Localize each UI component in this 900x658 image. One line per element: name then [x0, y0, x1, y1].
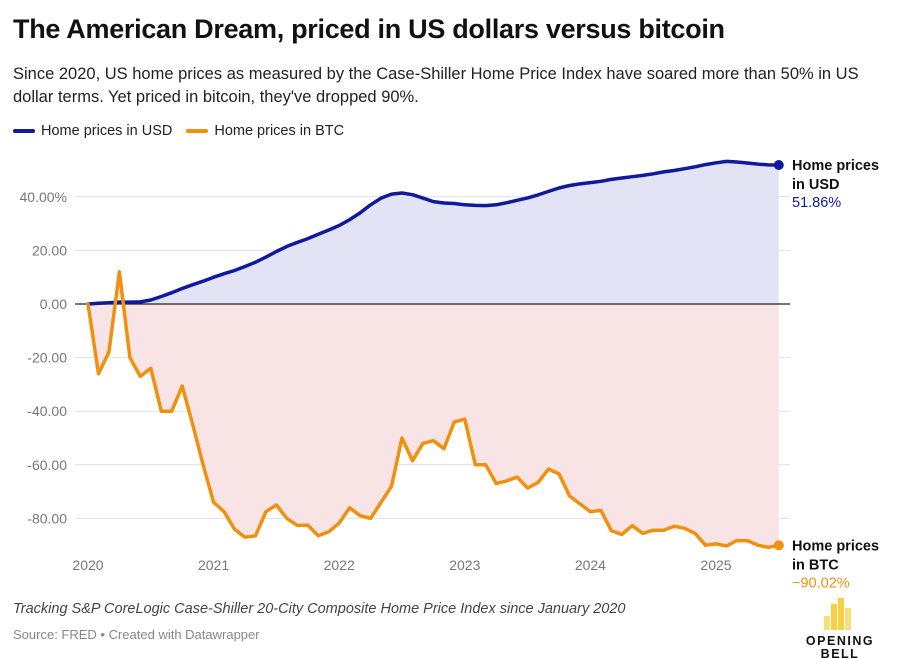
end-point-usd — [773, 160, 784, 171]
legend: Home prices in USD Home prices in BTC — [13, 123, 344, 139]
chart-plot: 40.00%20.000.00-20.00-40.00-60.00-80.00 … — [20, 158, 880, 591]
source-line: Source: FRED • Created with Datawrapper — [13, 627, 260, 642]
x-tick-label: 2024 — [575, 557, 606, 573]
x-tick-label: 2020 — [72, 557, 103, 573]
legend-label-btc: Home prices in BTC — [214, 123, 345, 139]
line-btc — [86, 270, 781, 550]
footnote: Tracking S&P CoreLogic Case-Shiller 20-C… — [13, 601, 626, 617]
x-tick-label: 2022 — [324, 557, 355, 573]
legend-swatch-usd — [13, 129, 35, 133]
end-label: in BTC — [792, 557, 839, 573]
line-usd — [86, 159, 781, 306]
x-tick-label: 2021 — [198, 557, 229, 573]
legend-item-btc: Home prices in BTC — [186, 123, 344, 139]
y-tick-label: 20.00 — [32, 242, 67, 258]
x-tick-label: 2023 — [449, 557, 480, 573]
bell-bars-icon — [824, 598, 851, 630]
legend-label-usd: Home prices in USD — [41, 123, 173, 139]
logo-text: OPENING BELLDAILY — [805, 634, 875, 658]
legend-item-usd: Home prices in USD — [13, 123, 172, 139]
legend-swatch-btc — [186, 129, 209, 133]
y-tick-label: 0.00 — [40, 296, 67, 312]
y-tick-label: -40.00 — [27, 403, 67, 419]
area-btc — [88, 271, 779, 548]
end-label: Home prices — [792, 158, 879, 174]
x-tick-label: 2025 — [700, 557, 731, 573]
y-tick-label: -20.00 — [27, 350, 67, 366]
y-tick-label: -60.00 — [27, 457, 67, 473]
end-value: 51.86% — [792, 195, 841, 211]
end-value: −90.02% — [792, 575, 850, 591]
end-point-btc — [773, 540, 784, 551]
area-usd — [88, 161, 779, 304]
chart-subtitle: Since 2020, US home prices as measured b… — [13, 65, 859, 106]
opening-bell-daily-logo: OPENING BELLDAILY — [790, 596, 890, 658]
chart-title: The American Dream, priced in US dollars… — [13, 14, 725, 44]
y-tick-label: 40.00% — [20, 189, 67, 205]
y-tick-label: -80.00 — [27, 510, 67, 526]
end-label: Home prices — [792, 538, 879, 554]
end-label: in USD — [792, 177, 840, 193]
